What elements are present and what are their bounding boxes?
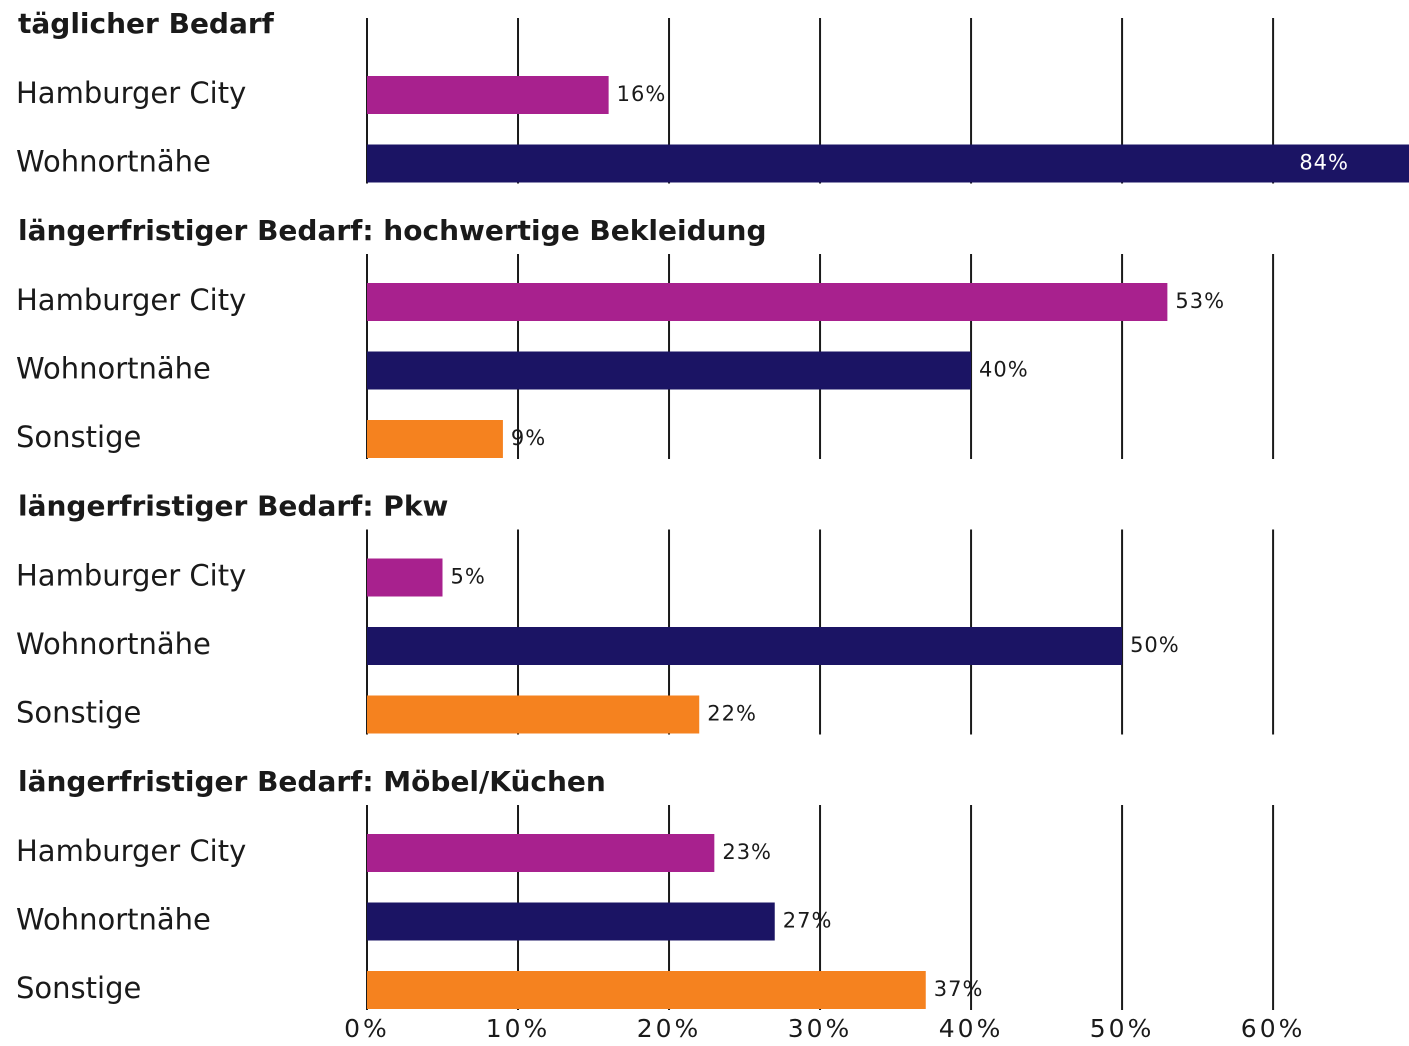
- x-tick-label: 10%: [486, 1014, 551, 1043]
- bar: [367, 971, 926, 1009]
- category-label: Wohnortnähe: [16, 627, 211, 661]
- bar: [367, 834, 715, 872]
- x-tick-label: 0%: [344, 1014, 390, 1043]
- bar: [367, 76, 609, 114]
- x-tick-label: 50%: [1090, 1014, 1155, 1043]
- value-label: 22%: [707, 702, 757, 726]
- bar: [367, 420, 503, 458]
- value-label: 53%: [1175, 289, 1225, 313]
- category-label: Hamburger City: [16, 76, 246, 110]
- value-label: 27%: [783, 909, 833, 933]
- x-tick-label: 40%: [939, 1014, 1004, 1043]
- bar: [367, 902, 775, 941]
- bar: [367, 695, 700, 734]
- category-label: Hamburger City: [16, 283, 246, 317]
- group-title: längerfristiger Bedarf: Pkw: [18, 490, 448, 523]
- category-label: Hamburger City: [16, 834, 246, 868]
- bar: [367, 558, 443, 597]
- category-label: Sonstige: [16, 971, 141, 1005]
- group-title: täglicher Bedarf: [18, 7, 275, 40]
- value-label: 40%: [979, 358, 1029, 382]
- category-label: Sonstige: [16, 420, 141, 454]
- x-tick-label: 30%: [788, 1014, 853, 1043]
- x-tick-label: 60%: [1241, 1014, 1306, 1043]
- group-title: längerfristiger Bedarf: Möbel/Küchen: [18, 765, 606, 798]
- bar: [367, 283, 1168, 321]
- category-label: Wohnortnähe: [16, 352, 211, 386]
- category-label: Wohnortnähe: [16, 903, 211, 937]
- category-label: Hamburger City: [16, 559, 246, 593]
- x-tick-label: 20%: [637, 1014, 702, 1043]
- value-label: 5%: [451, 565, 486, 589]
- category-label: Sonstige: [16, 696, 141, 730]
- category-label: Wohnortnähe: [16, 145, 211, 179]
- value-label: 50%: [1130, 633, 1180, 657]
- value-label: 16%: [617, 82, 667, 106]
- bar: [367, 627, 1123, 665]
- value-label: 9%: [511, 426, 546, 450]
- value-label: 37%: [934, 977, 984, 1001]
- value-label: 23%: [722, 840, 772, 864]
- value-label: 84%: [1299, 151, 1349, 175]
- group-title: längerfristiger Bedarf: hochwertige Bekl…: [18, 214, 767, 247]
- bar: [367, 144, 1409, 183]
- bar: [367, 351, 972, 390]
